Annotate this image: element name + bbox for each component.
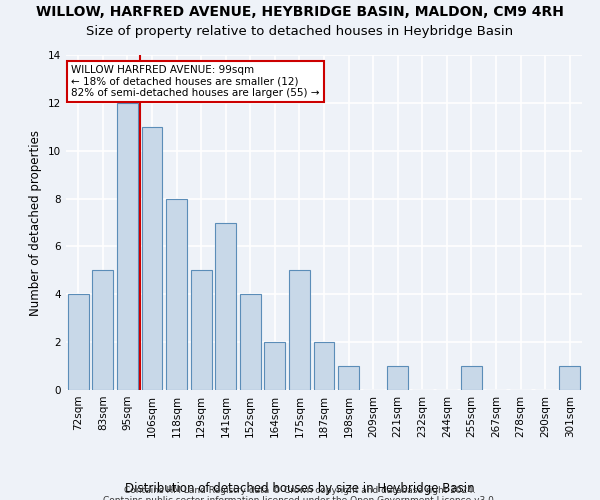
Bar <box>387 366 408 390</box>
Text: WILLOW HARFRED AVENUE: 99sqm
← 18% of detached houses are smaller (12)
82% of se: WILLOW HARFRED AVENUE: 99sqm ← 18% of de… <box>71 65 320 98</box>
Bar <box>117 103 138 390</box>
Bar <box>461 366 482 390</box>
Text: Contains HM Land Registry data © Crown copyright and database right 2024.
Contai: Contains HM Land Registry data © Crown c… <box>103 486 497 500</box>
Bar <box>559 366 580 390</box>
Bar <box>314 342 334 390</box>
Bar <box>338 366 359 390</box>
Text: WILLOW, HARFRED AVENUE, HEYBRIDGE BASIN, MALDON, CM9 4RH: WILLOW, HARFRED AVENUE, HEYBRIDGE BASIN,… <box>36 5 564 19</box>
Bar <box>166 198 187 390</box>
Bar <box>68 294 89 390</box>
Bar <box>289 270 310 390</box>
Text: Size of property relative to detached houses in Heybridge Basin: Size of property relative to detached ho… <box>86 25 514 38</box>
Bar <box>215 222 236 390</box>
Bar <box>265 342 286 390</box>
Bar <box>191 270 212 390</box>
Y-axis label: Number of detached properties: Number of detached properties <box>29 130 43 316</box>
Bar <box>142 127 163 390</box>
Bar <box>240 294 261 390</box>
Bar <box>92 270 113 390</box>
Text: Distribution of detached houses by size in Heybridge Basin: Distribution of detached houses by size … <box>125 482 475 495</box>
